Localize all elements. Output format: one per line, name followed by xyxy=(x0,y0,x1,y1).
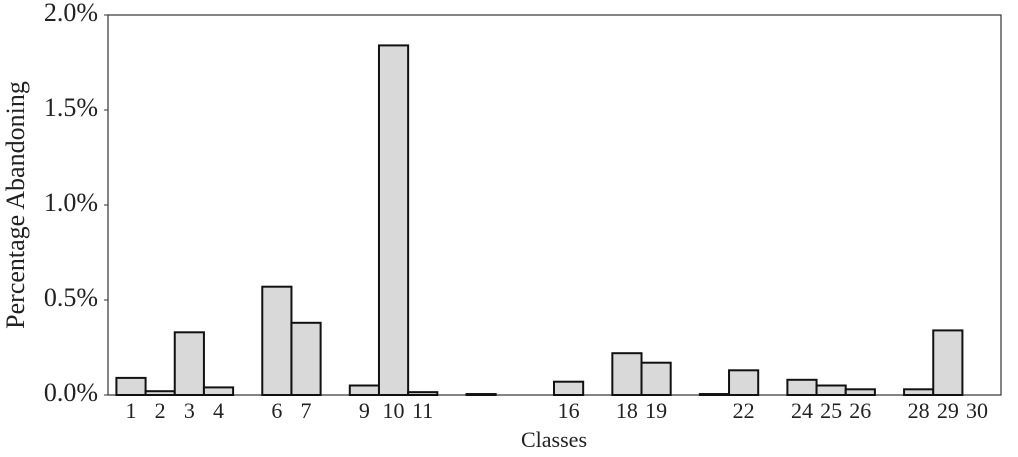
y-tick-label: 2.0% xyxy=(44,0,98,27)
x-tick-label: 6 xyxy=(271,398,282,423)
bar xyxy=(290,321,322,396)
bar xyxy=(261,285,293,397)
bar xyxy=(815,384,847,396)
bar xyxy=(407,391,439,396)
bar xyxy=(377,44,410,397)
x-axis-label: Classes xyxy=(521,427,587,452)
x-tick-label: 18 xyxy=(616,398,638,423)
x-tick-label: 30 xyxy=(966,398,988,423)
x-tick-label: 9 xyxy=(359,398,370,423)
x-tick-label: 11 xyxy=(412,398,433,423)
x-tick-label: 7 xyxy=(301,398,312,423)
bar xyxy=(144,390,176,397)
bar xyxy=(611,352,643,397)
x-tick-label: 3 xyxy=(184,398,195,423)
y-axis-label: Percentage Abandoning xyxy=(1,81,30,329)
x-tick-label: 29 xyxy=(937,398,959,423)
bar xyxy=(173,331,205,396)
x-tick-label: 24 xyxy=(791,398,813,423)
bar xyxy=(348,384,380,396)
bar xyxy=(698,393,731,396)
y-tick-label: 0.5% xyxy=(44,283,98,312)
bar xyxy=(932,329,964,396)
x-tick-label: 19 xyxy=(645,398,667,423)
x-tick-label: 10 xyxy=(383,398,405,423)
bar xyxy=(728,369,760,396)
x-tick-label: 4 xyxy=(213,398,224,423)
plot-frame xyxy=(107,14,1002,396)
x-tick-label: 2 xyxy=(155,398,166,423)
bar xyxy=(640,361,672,397)
x-tick-label: 26 xyxy=(849,398,871,423)
x-tick-label: 16 xyxy=(558,398,580,423)
bar xyxy=(553,380,585,397)
bar xyxy=(202,386,235,396)
y-tick-label: 1.5% xyxy=(44,93,98,122)
y-tick-label: 1.0% xyxy=(44,188,98,217)
x-tick-label: 28 xyxy=(908,398,930,423)
x-tick-label: 25 xyxy=(820,398,842,423)
bar xyxy=(786,378,818,396)
bar xyxy=(465,393,497,396)
x-tick-label: 1 xyxy=(126,398,137,423)
y-tick-label: 0.0% xyxy=(44,378,98,407)
bar xyxy=(115,376,147,396)
x-tick-label: 22 xyxy=(733,398,755,423)
bar xyxy=(844,388,876,396)
bar xyxy=(903,388,935,396)
